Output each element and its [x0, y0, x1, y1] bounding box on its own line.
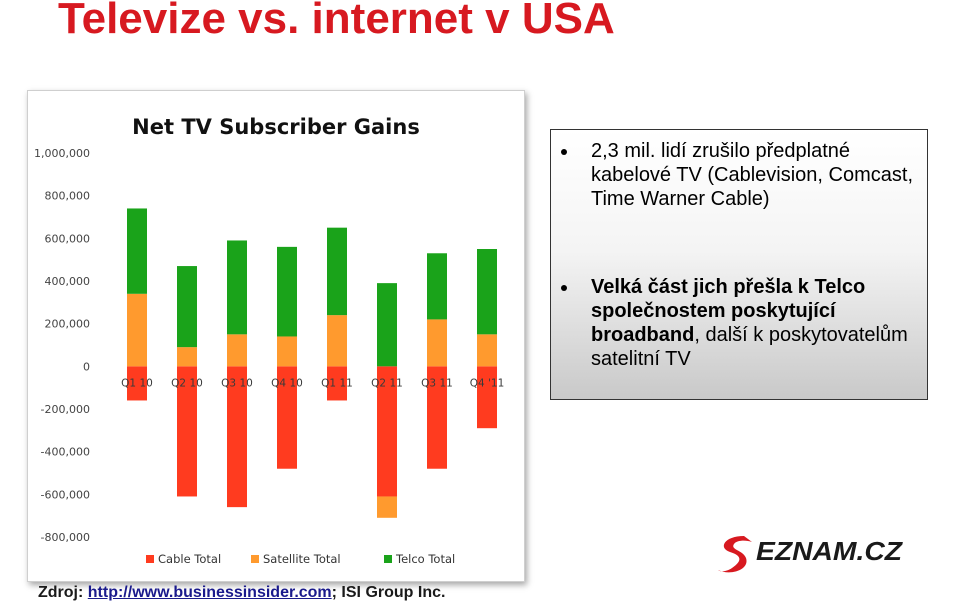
bar-segment-satellite-total	[327, 315, 347, 367]
y-tick-label: 0	[83, 360, 90, 373]
x-category-label: Q3 10	[221, 377, 253, 389]
bar-segment-cable-total	[427, 366, 447, 469]
bar-segment-telco-total	[327, 227, 347, 316]
bar-segment-cable-total	[277, 366, 297, 469]
source-rest: ; ISI Group Inc.	[331, 584, 446, 601]
bullet-dot-icon	[561, 149, 567, 155]
bar-segment-telco-total	[127, 208, 147, 294]
y-tick-label: 800,000	[45, 190, 91, 203]
x-category-label: Q1 10	[121, 377, 153, 389]
bar-segment-telco-total	[427, 253, 447, 320]
legend-swatch	[384, 555, 392, 563]
logo-text: EZNAM.CZ	[756, 536, 903, 566]
x-category-label: Q2 10	[171, 377, 203, 389]
bar-segment-satellite-total	[277, 336, 297, 367]
x-category-label: Q3 11	[421, 377, 453, 389]
y-tick-label: 200,000	[45, 318, 91, 331]
bar-segment-cable-total	[477, 366, 497, 429]
bar-segment-satellite-total	[377, 496, 397, 518]
legend-label: Satellite Total	[263, 552, 341, 566]
x-category-label: Q4 '11	[470, 377, 505, 389]
bullet-2-bold: Velká část jich přešla k Telco společnos…	[591, 276, 866, 346]
bar-segment-cable-total	[177, 366, 197, 497]
x-category-label: Q1 11	[321, 377, 353, 389]
legend-swatch	[146, 555, 154, 563]
chart-image: Net TV Subscriber Gains 1,000,000 800,000 6…	[27, 90, 525, 582]
bar-segment-satellite-total	[427, 319, 447, 367]
slide-title: Televize vs. internet v USA	[58, 0, 615, 43]
bar-segment-cable-total	[127, 366, 147, 401]
y-tick-label: 1,000,000	[34, 147, 90, 160]
y-tick-label: -400,000	[41, 446, 90, 459]
y-tick-label: 600,000	[45, 232, 91, 245]
seznam-logo: EZNAM.CZ	[716, 530, 906, 583]
bar-segment-cable-total	[377, 366, 397, 497]
source-note: Zdroj: http://www.businessinsider.com; I…	[38, 584, 445, 602]
bar-segment-telco-total	[477, 249, 497, 335]
y-tick-label: -600,000	[41, 488, 90, 501]
x-category-label: Q4 10	[271, 377, 303, 389]
bar-segment-satellite-total	[127, 293, 147, 367]
bar-segment-telco-total	[227, 240, 247, 335]
bar-segment-telco-total	[377, 283, 397, 367]
bar-segment-telco-total	[177, 266, 197, 348]
bullet-1-rest: (Cablevision, Comcast, Time Warner Cable…	[591, 164, 913, 210]
legend-swatch	[251, 555, 259, 563]
chart-title: Net TV Subscriber Gains	[132, 115, 420, 139]
source-link[interactable]: http://www.businessinsider.com	[87, 584, 332, 601]
bar-segment-telco-total	[277, 246, 297, 337]
chart-svg: Net TV Subscriber Gains 1,000,000 800,000 6…	[34, 115, 505, 566]
x-category-label: Q2 11	[371, 377, 403, 389]
bar-segment-cable-total	[227, 366, 247, 508]
bullet-telco-switch: Velká část jich přešla k Telco společnos…	[561, 275, 927, 371]
bar-segment-satellite-total	[227, 334, 247, 367]
bullet-1-bold: 2,3 mil. lidí zrušilo předplatné kabelov…	[591, 140, 851, 186]
info-box: 2,3 mil. lidí zrušilo předplatné kabelov…	[550, 129, 928, 400]
bar-segment-cable-total	[327, 366, 347, 401]
bullet-dot-icon	[561, 285, 567, 291]
bullet-cable-cancellations: 2,3 mil. lidí zrušilo předplatné kabelov…	[561, 139, 921, 211]
bar-segment-satellite-total	[177, 347, 197, 367]
source-label: Zdroj:	[38, 584, 88, 601]
y-tick-label: -200,000	[41, 403, 90, 416]
y-tick-label: -800,000	[41, 531, 90, 544]
bullet-2-rest: , další k poskytovatelům satelitní TV	[591, 324, 908, 370]
legend-label: Cable Total	[158, 552, 221, 566]
y-tick-label: 400,000	[45, 275, 91, 288]
legend-label: Telco Total	[395, 552, 455, 566]
bar-segment-satellite-total	[477, 334, 497, 367]
logo-swoosh-icon	[718, 536, 752, 573]
